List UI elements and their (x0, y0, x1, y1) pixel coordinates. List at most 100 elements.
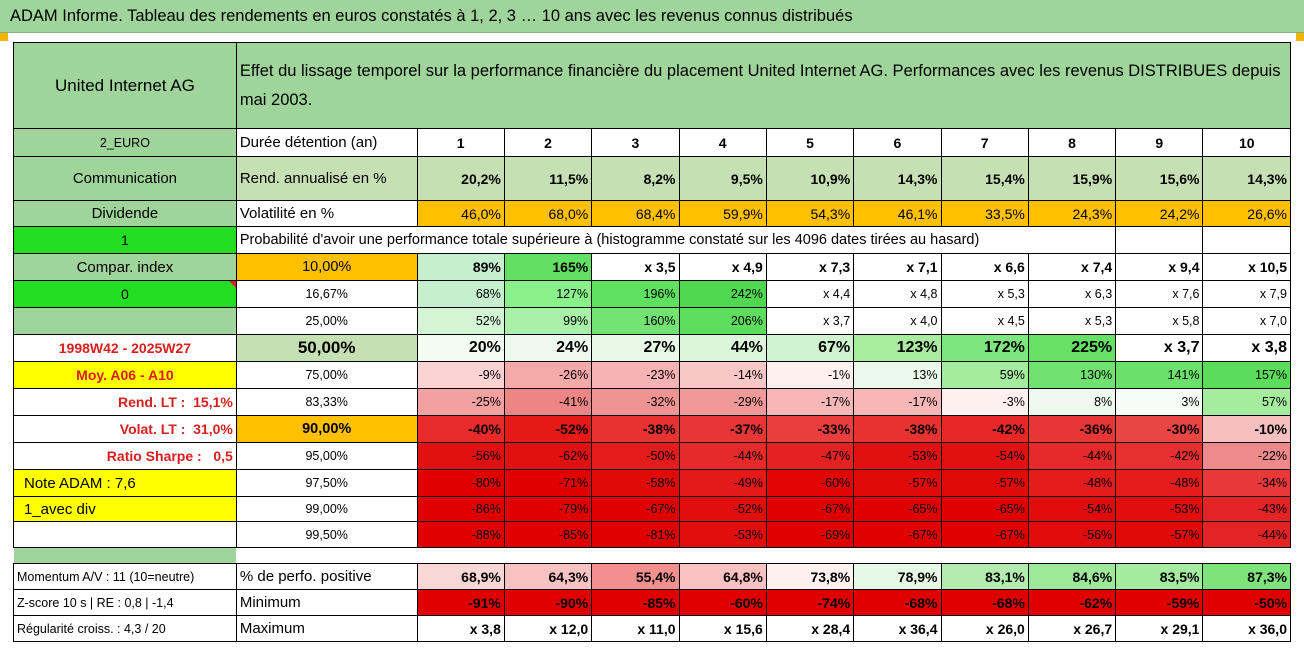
stats-label: % de perfo. positive (235, 563, 418, 590)
proba-value: 242% (678, 280, 767, 308)
rend-value: 8,2% (591, 156, 680, 201)
proba-value: -44% (1027, 442, 1117, 470)
proba-value: x 3,7 (1115, 334, 1204, 362)
proba-value: -67% (853, 521, 942, 548)
rend-value: 20,2% (416, 156, 505, 201)
stats-value: 87,3% (1202, 563, 1291, 590)
proba-value: 52% (416, 307, 505, 335)
stats-value: 78,9% (853, 563, 942, 590)
proba-value: 8% (1027, 388, 1117, 416)
proba-row: 25,00% 52% 99% 160% 206% x 3,7 x 4,0 x 4,5 x 5,3… (13, 307, 1291, 335)
proba-value: 59% (940, 361, 1029, 389)
proba-value: -30% (1115, 415, 1204, 443)
stats-value: x 15,6 (678, 615, 767, 642)
sharpe-value: 0,5 (213, 448, 233, 464)
proba-value: -67% (765, 496, 855, 522)
stats-value: 83,5% (1115, 563, 1204, 590)
proba-value: -65% (853, 496, 942, 522)
proba-value: -50% (591, 442, 680, 470)
proba-value: -54% (940, 442, 1029, 470)
sharpe-label: Ratio Sharpe : (106, 448, 202, 464)
rend-value: 10,9% (765, 156, 855, 201)
vol-value: 59,9% (678, 200, 767, 227)
threshold-pct: 97,50% (235, 469, 418, 497)
volat-lt-label: Volat. LT : (119, 421, 186, 437)
proba-value: -57% (940, 469, 1029, 497)
proba-value: 24% (503, 334, 593, 362)
stats-value: x 3,8 (416, 615, 505, 642)
proba-value: x 3,8 (1202, 334, 1291, 362)
proba-value: -60% (765, 469, 855, 497)
note-adam-label: Note ADAM : 7,6 (13, 469, 237, 497)
avec-div-label: 1_avec div (13, 496, 237, 522)
threshold-pct: 25,00% (235, 307, 418, 335)
proba-row: 99,50% -88% -85% -81% -53% -69% -67% -67% -56% -5… (13, 521, 1291, 548)
proba-value: x 6,6 (940, 253, 1029, 281)
year-header: 2 (503, 128, 593, 157)
flag-one: 1 (13, 226, 237, 254)
stats-value: x 12,0 (503, 615, 593, 642)
proba-value: -44% (678, 442, 767, 470)
proba-value: -38% (853, 415, 942, 443)
proba-value: -1% (765, 361, 855, 389)
report-title: ADAM Informe. Tableau des rendements en … (0, 0, 1304, 33)
separator-green (13, 547, 237, 564)
stats-value: 83,1% (940, 563, 1029, 590)
proba-value: 44% (678, 334, 767, 362)
stats-value: x 26,7 (1027, 615, 1117, 642)
vol-value: 33,5% (940, 200, 1029, 227)
stats-row: Momentum A/V : 11 (10=neutre)% de perfo.… (13, 563, 1291, 590)
proba-value: 13% (853, 361, 942, 389)
proba-value: 196% (591, 280, 680, 308)
rend-value: 15,6% (1115, 156, 1204, 201)
proba-row: Rend. LT : 15,1% 83,33% -25% -41% -32% -29% -1… (13, 388, 1291, 416)
proba-value: -17% (853, 388, 942, 416)
stats-row: Z-score 10 s | RE : 0,8 | -1,4 Minimum -91… (13, 589, 1291, 616)
stats-value: x 28,4 (765, 615, 855, 642)
volat-lt-value: 31,0% (193, 421, 233, 437)
year-header: 4 (678, 128, 767, 157)
stats-left-label: Momentum A/V : 11 (10=neutre) (13, 563, 237, 590)
proba-value: -57% (1115, 521, 1204, 548)
proba-value: 3% (1115, 388, 1204, 416)
proba-value: -49% (678, 469, 767, 497)
proba-value: -53% (1115, 496, 1204, 522)
proba-value: -37% (678, 415, 767, 443)
threshold-pct: 10,00% (235, 253, 418, 281)
proba-value: -17% (765, 388, 855, 416)
threshold-pct: 16,67% (235, 280, 418, 308)
proba-value: -14% (678, 361, 767, 389)
threshold-pct: 99,50% (235, 521, 418, 548)
threshold-pct: 75,00% (235, 361, 418, 389)
stats-label: Minimum (235, 589, 418, 616)
proba-row: 0 16,67% 68% 127% 196% 242% x 4,4 x 4,8 x 5,3 x 6… (13, 280, 1291, 308)
stats-value: -68% (853, 589, 942, 616)
vol-value: 68,4% (591, 200, 680, 227)
year-header: 8 (1027, 128, 1117, 157)
proba-value: x 4,4 (765, 280, 855, 308)
separator-blank (236, 547, 1291, 564)
separator-row (13, 547, 1291, 564)
period-label: 1998W42 - 2025W27 (13, 334, 237, 362)
proba-value: -85% (503, 521, 593, 548)
proba-value: 206% (678, 307, 767, 335)
proba-value: 141% (1115, 361, 1204, 389)
proba-value: -53% (678, 521, 767, 548)
threshold-pct: 99,00% (235, 496, 418, 522)
proba-value: 99% (503, 307, 593, 335)
rend-value: 14,3% (853, 156, 942, 201)
proba-value: x 5,3 (1027, 307, 1117, 335)
rend-lt-cell: Rend. LT : 15,1% (13, 388, 237, 416)
proba-value: x 4,0 (853, 307, 942, 335)
stats-left-label: Z-score 10 s | RE : 0,8 | -1,4 (13, 589, 237, 616)
vol-value: 68,0% (503, 200, 593, 227)
stats-value: -68% (940, 589, 1029, 616)
proba-value: x 10,5 (1202, 253, 1291, 281)
proba-row: 1998W42 - 2025W27 50,00% 20% 24% 27% 44% 67% 12… (13, 334, 1291, 362)
vol-value: 24,3% (1027, 200, 1117, 227)
stats-value: x 36,0 (1202, 615, 1291, 642)
proba-value: -69% (765, 521, 855, 548)
sector-label: Communication (13, 156, 237, 201)
rend-value: 15,9% (1027, 156, 1117, 201)
proba-value: 165% (503, 253, 593, 281)
